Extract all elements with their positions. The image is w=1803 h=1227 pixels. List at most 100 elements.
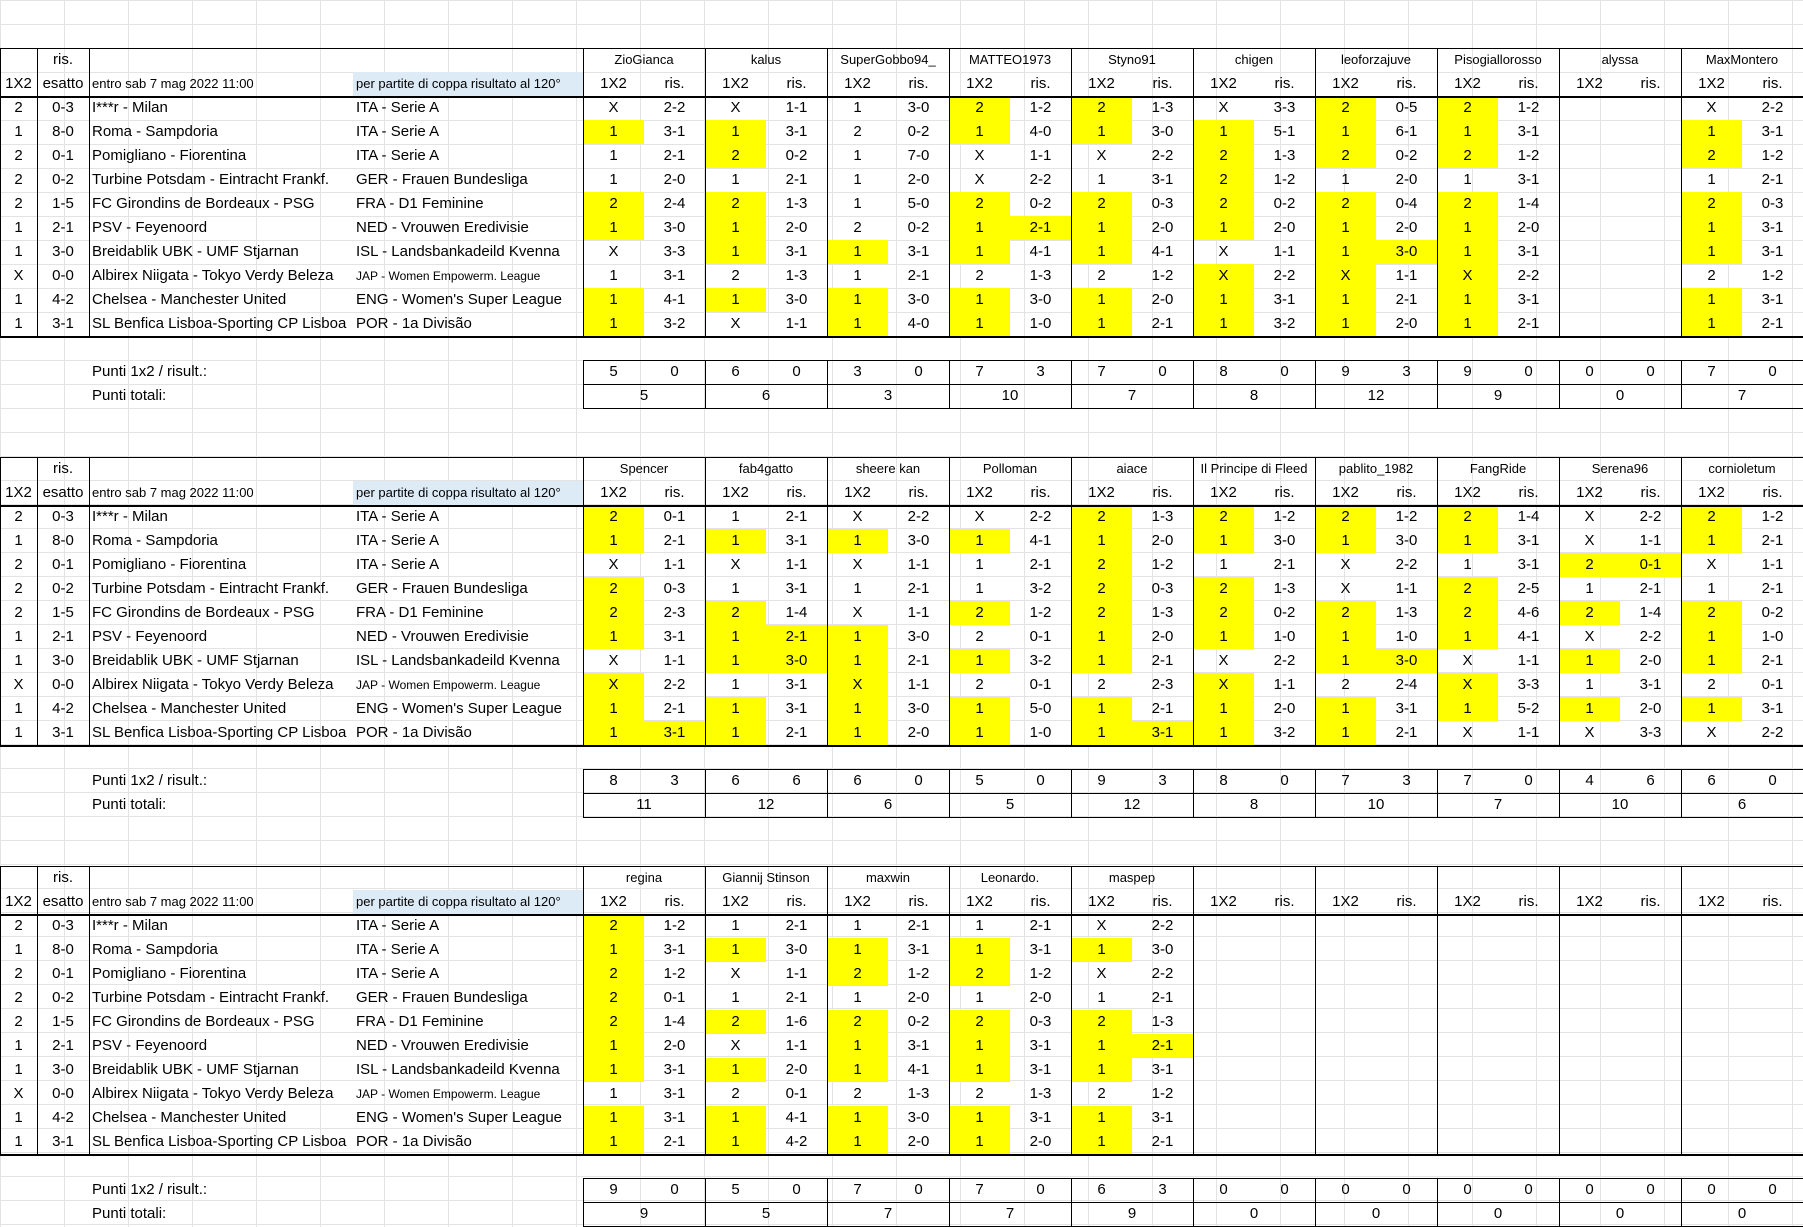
pick-1x2[interactable]: 2	[705, 601, 766, 625]
pick-1x2[interactable]	[1315, 1058, 1376, 1082]
result-score[interactable]: 4-2	[52, 291, 74, 308]
result-1x2[interactable]: 1	[14, 700, 23, 717]
pick-score[interactable]	[1620, 1130, 1681, 1154]
pick-1x2[interactable]: 1	[1681, 697, 1742, 721]
pick-1x2[interactable]: 1	[705, 1058, 766, 1082]
pick-score[interactable]: 2-2	[907, 508, 930, 525]
pick-1x2[interactable]: 1	[1681, 288, 1742, 312]
pick-1x2[interactable]	[1559, 1058, 1620, 1082]
pick-1x2[interactable]: 1	[705, 240, 766, 264]
result-1x2[interactable]: 1	[14, 724, 23, 741]
league-name[interactable]: ITA - Serie A	[356, 965, 440, 982]
pick-score[interactable]: 4-1	[663, 291, 686, 308]
pick-score[interactable]: 2-2	[1151, 965, 1174, 982]
pick-1x2[interactable]: 1	[1437, 529, 1498, 553]
player-col-1x2[interactable]: 1X2	[1210, 893, 1237, 910]
points-score[interactable]: 0	[1768, 363, 1777, 380]
points-total[interactable]: 0	[1371, 1205, 1381, 1222]
pick-score[interactable]	[1498, 962, 1559, 986]
player-col-ris[interactable]: ris.	[1396, 75, 1417, 92]
pick-score[interactable]: 1-0	[1395, 628, 1418, 645]
pick-1x2[interactable]: 1	[949, 312, 1010, 336]
result-score[interactable]: 0-3	[52, 917, 74, 934]
match-name[interactable]: Roma - Sampdoria	[92, 532, 218, 549]
pick-score[interactable]: 2-4	[663, 195, 686, 212]
player-col-1x2[interactable]: 1X2	[1576, 484, 1603, 501]
pick-1x2[interactable]	[1681, 938, 1742, 962]
result-1x2[interactable]: 2	[14, 917, 23, 934]
pick-1x2[interactable]: 2	[1071, 96, 1132, 120]
pick-score[interactable]: 1-0	[1761, 628, 1784, 645]
player-col-ris[interactable]: ris.	[786, 75, 807, 92]
pick-1x2[interactable]: X	[1315, 264, 1376, 288]
points-1x2[interactable]: 3	[853, 363, 862, 380]
pick-score[interactable]	[1620, 168, 1681, 192]
pick-1x2[interactable]: 2	[583, 505, 644, 529]
player-col-ris[interactable]: ris.	[1152, 484, 1173, 501]
points-1x2[interactable]: 0	[1341, 1181, 1350, 1198]
points-1x2[interactable]: 7	[1341, 772, 1350, 789]
pick-score[interactable]: 1-3	[1151, 1013, 1174, 1030]
pick-1x2[interactable]: 1	[1071, 938, 1132, 962]
pick-1x2[interactable]: 1	[609, 147, 618, 164]
pick-score[interactable]: 3-0	[663, 219, 686, 236]
pick-1x2[interactable]: 1	[827, 288, 888, 312]
league-name[interactable]: NED - Vrouwen Eredivisie	[356, 219, 529, 236]
pick-score[interactable]: 2-0	[1029, 989, 1052, 1006]
pick-score[interactable]: 1-1	[785, 965, 808, 982]
pick-1x2[interactable]: 1	[853, 267, 862, 284]
pick-1x2[interactable]: 1	[1193, 529, 1254, 553]
result-1x2[interactable]: 1	[14, 243, 23, 260]
player-col-1x2[interactable]: 1X2	[1698, 75, 1725, 92]
pick-score[interactable]: 2-2	[1517, 267, 1540, 284]
pick-score[interactable]: 2-1	[663, 147, 686, 164]
pick-score[interactable]: 2-0	[1639, 700, 1662, 717]
player-col-ris[interactable]: ris.	[908, 484, 929, 501]
pick-score[interactable]: 0-2	[907, 123, 930, 140]
result-score[interactable]: 0-1	[52, 147, 74, 164]
points-total[interactable]: 9	[639, 1205, 649, 1222]
pick-score[interactable]: 3-1	[1029, 1109, 1052, 1126]
pick-1x2[interactable]: 1	[1315, 312, 1376, 336]
pick-score[interactable]: 1-1	[785, 556, 808, 573]
pick-1x2[interactable]	[1193, 938, 1254, 962]
pick-1x2[interactable]: 1	[827, 1130, 888, 1154]
player-col-ris[interactable]: ris.	[1152, 893, 1173, 910]
pick-1x2[interactable]: 1	[1071, 312, 1132, 336]
pick-1x2[interactable]	[1437, 1058, 1498, 1082]
pick-score[interactable]: 2-3	[663, 604, 686, 621]
result-score[interactable]: 8-0	[52, 941, 74, 958]
player-name[interactable]: alyssa	[1601, 52, 1639, 67]
match-name[interactable]: Turbine Potsdam - Eintracht Frankf.	[92, 580, 330, 597]
points-score[interactable]: 6	[792, 772, 801, 789]
pick-1x2[interactable]	[1681, 1058, 1742, 1082]
result-1x2[interactable]: 2	[14, 99, 23, 116]
player-name[interactable]	[1437, 866, 1559, 890]
pick-1x2[interactable]: 1	[731, 508, 740, 525]
pick-score[interactable]	[1254, 1106, 1315, 1130]
league-name[interactable]: ITA - Serie A	[356, 99, 440, 116]
points-total[interactable]: 10	[1611, 796, 1629, 813]
pick-1x2[interactable]: 1	[853, 580, 862, 597]
pick-1x2[interactable]: 2	[583, 192, 644, 216]
player-col-ris[interactable]: ris.	[1274, 75, 1295, 92]
pick-score[interactable]: 3-1	[785, 676, 808, 693]
pick-score[interactable]	[1254, 1010, 1315, 1034]
pick-score[interactable]: 2-1	[663, 700, 686, 717]
points-total-label[interactable]: Punti totali:	[92, 1205, 167, 1222]
player-col-ris[interactable]: ris.	[1518, 75, 1539, 92]
pick-1x2[interactable]: 1	[609, 1085, 618, 1102]
result-1x2[interactable]: 1	[14, 123, 23, 140]
pick-1x2[interactable]: 1	[1071, 625, 1132, 649]
player-col-1x2[interactable]: 1X2	[1332, 893, 1359, 910]
pick-1x2[interactable]: 1	[975, 917, 984, 934]
pick-score[interactable]: 0-1	[785, 1085, 808, 1102]
pick-score[interactable]: 4-1	[1029, 532, 1052, 549]
pick-1x2[interactable]: 1	[1097, 989, 1106, 1006]
points-score[interactable]: 0	[1036, 1181, 1045, 1198]
pick-1x2[interactable]: X	[974, 508, 985, 525]
pick-1x2[interactable]: 1	[583, 1106, 644, 1130]
pick-score[interactable]: 2-0	[907, 1133, 930, 1150]
pick-score[interactable]: 3-1	[1517, 291, 1540, 308]
league-name[interactable]: FRA - D1 Feminine	[356, 195, 484, 212]
